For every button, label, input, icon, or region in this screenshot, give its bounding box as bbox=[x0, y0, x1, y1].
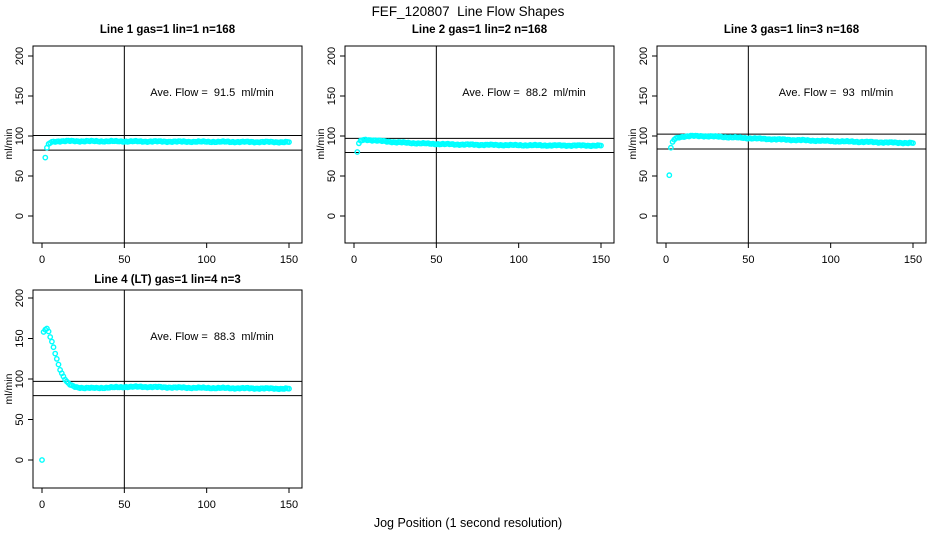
x-tick-label: 0 bbox=[39, 499, 45, 511]
panel-line-1: Line 1 gas=1 lin=1 n=168 ml/min Ave. Flo… bbox=[0, 20, 312, 270]
ave-flow-annotation: Ave. Flow = 88.2 ml/min bbox=[462, 87, 586, 99]
x-tick-label: 50 bbox=[430, 254, 442, 266]
plot-box bbox=[32, 45, 303, 244]
y-tick-label: 100 bbox=[14, 370, 26, 388]
y-tick-label: 50 bbox=[638, 170, 650, 182]
x-tick-label: 0 bbox=[351, 254, 357, 266]
data-point bbox=[354, 149, 361, 155]
data-point bbox=[45, 328, 52, 335]
data-point bbox=[55, 361, 62, 368]
y-tick-label: 0 bbox=[14, 213, 26, 219]
data-point bbox=[50, 344, 57, 351]
x-tick-label: 100 bbox=[197, 254, 215, 266]
ave-flow-annotation: Ave. Flow = 91.5 ml/min bbox=[150, 87, 274, 99]
y-tick-label: 0 bbox=[14, 457, 26, 463]
y-tick-label: 200 bbox=[326, 47, 338, 65]
plot-box bbox=[344, 45, 615, 244]
panel-title: Line 1 gas=1 lin=1 n=168 bbox=[99, 24, 236, 36]
y-tick-label: 150 bbox=[14, 87, 26, 105]
y-tick-label: 100 bbox=[14, 127, 26, 145]
data-point bbox=[53, 356, 60, 362]
plot-area: 0 50 100 150 0 50 100 150 200 bbox=[326, 45, 615, 266]
x-tick-label: 50 bbox=[742, 254, 754, 266]
x-tick-label: 50 bbox=[118, 254, 130, 266]
data-point bbox=[42, 154, 49, 161]
y-tick-label: 200 bbox=[14, 47, 26, 65]
data-point bbox=[52, 350, 59, 357]
plot-area: 0 50 100 150 0 50 100 150 200 bbox=[638, 45, 927, 266]
panel-line-3: Line 3 gas=1 lin=3 n=168 ml/min Ave. Flo… bbox=[624, 20, 936, 270]
plot-box bbox=[656, 45, 927, 244]
plot-area: 0 50 100 150 0 50 100 150 200 bbox=[14, 289, 303, 511]
y-tick-label: 150 bbox=[14, 329, 26, 347]
y-tick-label: 50 bbox=[326, 170, 338, 182]
figure-title: FEF_120807 Line Flow Shapes bbox=[371, 4, 565, 19]
y-tick-label: 150 bbox=[638, 87, 650, 105]
ave-flow-annotation: Ave. Flow = 88.3 ml/min bbox=[150, 331, 274, 343]
y-tick-label: 200 bbox=[638, 47, 650, 65]
data-point bbox=[286, 139, 292, 146]
plot-area: 0 50 100 150 0 50 100 150 200 bbox=[14, 45, 303, 266]
panel-line-2: Line 2 gas=1 lin=2 n=168 ml/min Ave. Flo… bbox=[312, 20, 624, 270]
x-tick-label: 150 bbox=[904, 254, 922, 266]
x-tick-label: 50 bbox=[118, 499, 130, 511]
x-tick-label: 0 bbox=[39, 254, 45, 266]
data-point bbox=[910, 140, 916, 147]
y-tick-label: 50 bbox=[14, 413, 26, 425]
x-tick-label: 100 bbox=[821, 254, 839, 266]
x-tick-label: 100 bbox=[197, 499, 215, 511]
data-point bbox=[49, 338, 55, 345]
y-tick-label: 0 bbox=[326, 213, 338, 219]
data-point bbox=[666, 172, 673, 179]
x-tick-label: 150 bbox=[592, 254, 610, 266]
panel-title: Line 2 gas=1 lin=2 n=168 bbox=[411, 24, 548, 36]
data-point bbox=[598, 142, 604, 149]
x-tick-label: 100 bbox=[509, 254, 527, 266]
panel-title: Line 3 gas=1 lin=3 n=168 bbox=[723, 24, 860, 36]
panel-line-4: Line 4 (LT) gas=1 lin=4 n=3 ml/min Ave. … bbox=[0, 270, 312, 520]
y-tick-label: 200 bbox=[14, 289, 26, 307]
y-tick-label: 0 bbox=[638, 213, 650, 219]
x-tick-label: 150 bbox=[280, 254, 298, 266]
y-tick-label: 100 bbox=[326, 127, 338, 145]
ave-flow-annotation: Ave. Flow = 93 ml/min bbox=[778, 87, 894, 99]
data-point bbox=[668, 144, 674, 151]
data-point bbox=[286, 385, 292, 392]
data-point bbox=[39, 457, 45, 463]
y-tick-label: 50 bbox=[14, 170, 26, 182]
y-tick-label: 150 bbox=[326, 87, 338, 105]
x-tick-label: 150 bbox=[280, 499, 298, 511]
plot-box bbox=[32, 289, 303, 489]
panel-title: Line 4 (LT) gas=1 lin=4 n=3 bbox=[94, 274, 241, 286]
figure-xlabel: Jog Position (1 second resolution) bbox=[373, 516, 563, 530]
y-tick-label: 100 bbox=[638, 127, 650, 145]
x-tick-label: 0 bbox=[663, 254, 669, 266]
data-point bbox=[47, 334, 54, 340]
